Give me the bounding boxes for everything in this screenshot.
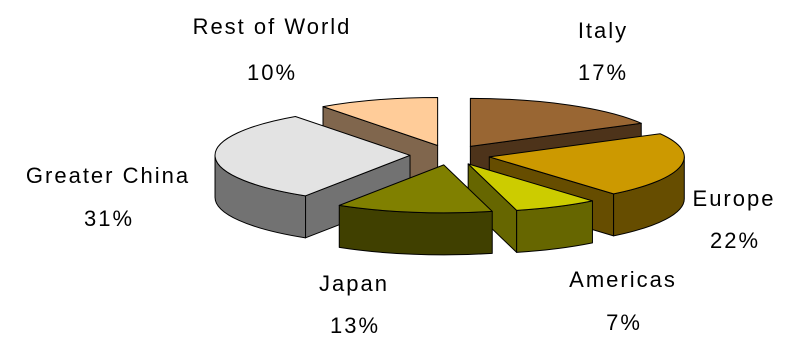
value-label-greater-china: 31% [84,206,134,231]
value-label-japan: 13% [330,313,380,338]
category-label-japan: Japan [319,271,389,296]
value-label-europe: 22% [710,228,760,253]
category-label-greater-china: Greater China [26,163,190,188]
value-label-rest-of-world: 10% [247,60,297,85]
category-label-rest-of-world: Rest of World [193,14,352,39]
value-label-italy: 17% [578,60,628,85]
pie-slices [215,97,684,254]
category-label-americas: Americas [569,267,677,292]
category-label-italy: Italy [578,18,628,43]
category-label-europe: Europe [693,186,776,211]
value-label-americas: 7% [606,310,642,335]
